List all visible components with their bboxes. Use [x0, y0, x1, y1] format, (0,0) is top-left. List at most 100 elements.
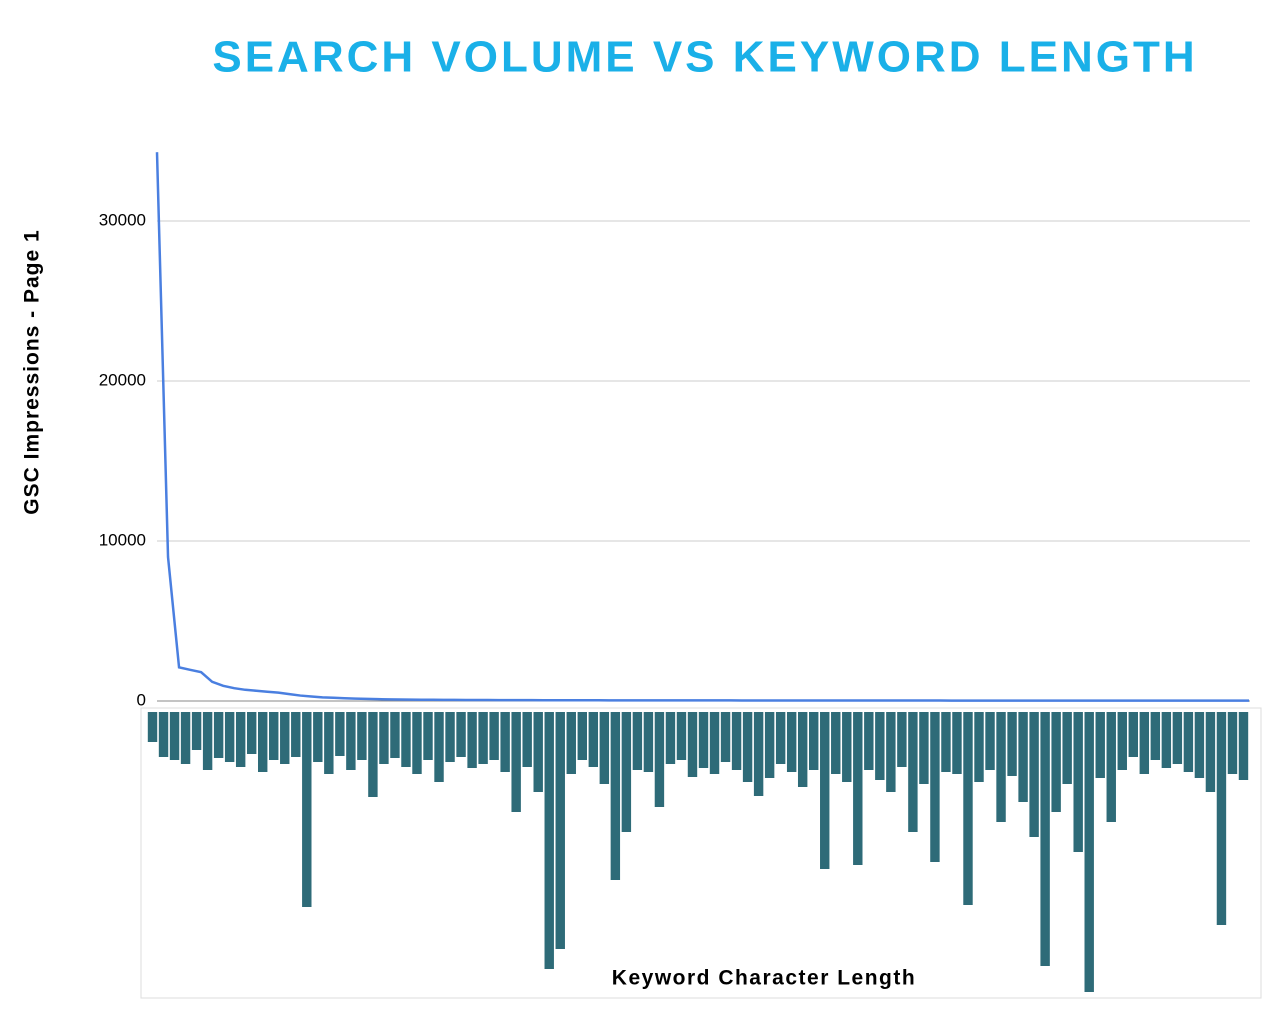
bar	[941, 712, 951, 772]
chart-title: SEARCH VOLUME VS KEYWORD LENGTH	[212, 33, 1197, 82]
bar	[775, 712, 786, 764]
bar	[842, 712, 852, 782]
bar	[720, 712, 731, 762]
bar	[1106, 712, 1116, 822]
bar	[786, 712, 797, 772]
bar	[621, 712, 632, 832]
bar	[313, 712, 323, 762]
bar	[555, 712, 565, 949]
bar	[654, 712, 665, 807]
bar	[1040, 712, 1050, 966]
bar	[1051, 712, 1061, 812]
bar	[753, 712, 764, 796]
bar	[544, 712, 554, 969]
bar	[820, 712, 830, 869]
bar	[533, 712, 543, 792]
bar	[1018, 712, 1028, 802]
bar	[1216, 712, 1227, 925]
bar	[456, 712, 466, 757]
x-axis-label: Keyword Character Length	[612, 967, 916, 990]
bar	[930, 712, 940, 862]
bar	[919, 712, 929, 784]
bar	[864, 712, 874, 770]
bar	[423, 712, 433, 760]
bar	[280, 712, 290, 764]
bar	[180, 712, 191, 764]
bar	[191, 712, 202, 750]
bar	[1205, 712, 1216, 792]
bar	[577, 712, 587, 760]
bar	[1227, 712, 1238, 774]
bar	[764, 712, 775, 778]
bar	[952, 712, 962, 774]
bar	[213, 712, 224, 758]
bar	[246, 712, 257, 754]
bar	[566, 712, 576, 774]
y-tick-label: 30000	[99, 210, 146, 229]
bar	[1150, 712, 1161, 760]
bar	[324, 712, 334, 774]
y-tick-label: 20000	[99, 370, 146, 389]
bar	[346, 712, 356, 770]
bar	[886, 712, 896, 792]
bar	[368, 712, 378, 797]
bar	[742, 712, 753, 782]
bar	[1062, 712, 1072, 784]
bar	[610, 712, 621, 880]
y-tick-label: 0	[137, 690, 146, 709]
bar	[401, 712, 411, 767]
bar	[1117, 712, 1127, 770]
panel-frame	[140, 707, 1262, 999]
bar	[202, 712, 213, 770]
bar	[676, 712, 687, 760]
bar	[235, 712, 246, 767]
bar	[1084, 712, 1094, 992]
bar	[390, 712, 400, 758]
bar	[588, 712, 599, 767]
bar	[797, 712, 808, 787]
line	[155, 152, 1249, 702]
bar	[379, 712, 389, 764]
bar	[698, 712, 709, 768]
bar	[1029, 712, 1039, 837]
bar	[1139, 712, 1150, 774]
bar	[731, 712, 742, 770]
bar	[434, 712, 444, 782]
bar	[1161, 712, 1172, 768]
bar	[224, 712, 235, 762]
y-axis-label: GSC Impressions - Page 1	[21, 229, 44, 514]
bar	[687, 712, 698, 777]
bar	[478, 712, 488, 764]
bar	[974, 712, 984, 782]
bar	[1183, 712, 1194, 772]
bar	[1073, 712, 1083, 852]
bar	[985, 712, 995, 770]
bar	[1172, 712, 1183, 764]
y-tick-label: 10000	[99, 530, 146, 549]
bar	[489, 712, 499, 760]
bar	[158, 712, 169, 757]
bar	[357, 712, 367, 760]
bar	[853, 712, 863, 865]
bar	[500, 712, 510, 772]
bar	[875, 712, 885, 780]
bar	[809, 712, 819, 770]
bar	[996, 712, 1006, 822]
bar	[599, 712, 610, 784]
bar	[709, 712, 720, 774]
bar	[831, 712, 841, 774]
bar	[665, 712, 676, 764]
bar	[291, 712, 301, 757]
bar	[511, 712, 521, 812]
bar	[632, 712, 643, 770]
bar	[467, 712, 477, 768]
bar	[908, 712, 918, 832]
bar	[1194, 712, 1205, 778]
bar	[1007, 712, 1017, 776]
bar	[147, 712, 158, 742]
bar	[258, 712, 268, 772]
bar	[963, 712, 973, 905]
bar	[445, 712, 455, 762]
bar	[522, 712, 532, 767]
